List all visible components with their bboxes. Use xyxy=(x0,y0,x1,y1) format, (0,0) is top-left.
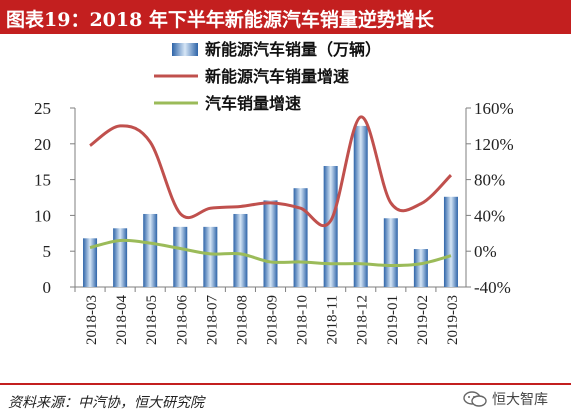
y-left-tick-label: 25 xyxy=(34,99,51,118)
title-bar: 图表19：2018 年下半年新能源汽车销量逆势增长 xyxy=(0,0,571,34)
wechat-icon xyxy=(463,391,487,407)
x-tick-label: 2018-11 xyxy=(325,295,341,344)
x-tick-label: 2019-01 xyxy=(385,295,401,345)
bar xyxy=(233,213,248,287)
legend-swatch-bar xyxy=(172,43,198,56)
watermark-text: 恒大智库 xyxy=(492,392,548,408)
bar xyxy=(83,238,98,287)
x-tick-label: 2019-03 xyxy=(445,295,461,345)
legend-label: 新能源汽车销量增速 xyxy=(205,67,349,86)
bar xyxy=(323,165,338,287)
y-right-tick-label: 40% xyxy=(474,206,505,225)
legend-label: 新能源汽车销量（万辆） xyxy=(205,40,381,59)
y-left-tick-label: 15 xyxy=(34,171,51,190)
legend-label: 汽车销量增速 xyxy=(205,94,301,113)
y-right-tick-label: 160% xyxy=(474,99,514,118)
y-right-tick-label: 80% xyxy=(474,171,505,190)
tick-labels: 0 5 10 15 20 25 -40% 0% 40% 80% 120% 160% 2018-03 201… xyxy=(34,99,514,345)
auto-growth-line xyxy=(89,238,452,268)
bar xyxy=(293,188,308,287)
watermark: 恒大智库 xyxy=(462,386,566,412)
x-tick-label: 2018-09 xyxy=(265,295,281,345)
x-tick-label: 2019-02 xyxy=(415,295,431,345)
bar xyxy=(263,200,278,287)
x-tick-label: 2018-07 xyxy=(204,295,220,345)
bar xyxy=(413,249,428,287)
y-left-tick-label: 0 xyxy=(43,278,52,297)
x-tick-label: 2018-12 xyxy=(355,295,371,345)
lines xyxy=(89,115,453,268)
x-tick-label: 2018-03 xyxy=(84,295,100,345)
y-left-tick-label: 10 xyxy=(34,206,51,225)
bar xyxy=(443,196,458,287)
x-tick-label: 2018-06 xyxy=(174,295,190,345)
bar xyxy=(113,228,128,287)
bar xyxy=(383,218,398,287)
bar xyxy=(203,226,218,287)
nev-growth-line xyxy=(89,115,453,228)
footer-divider xyxy=(0,383,571,385)
x-tick-label: 2018-10 xyxy=(295,295,311,345)
y-right-tick-label: 120% xyxy=(474,135,514,154)
y-left-tick-label: 20 xyxy=(34,135,51,154)
bar xyxy=(143,213,158,287)
bar xyxy=(173,226,188,287)
source-note: 资料来源：中汽协，恒大研究院 xyxy=(8,395,204,411)
chart-title: 图表19：2018 年下半年新能源汽车销量逆势增长 xyxy=(6,9,434,31)
y-right-tick-label: 0% xyxy=(474,242,497,261)
y-left-tick-label: 5 xyxy=(43,242,52,261)
bars xyxy=(83,125,458,288)
bar xyxy=(353,125,368,288)
x-tick-label: 2018-05 xyxy=(144,295,160,345)
y-right-tick-label: -40% xyxy=(474,278,511,297)
x-tick-label: 2018-04 xyxy=(114,295,130,345)
x-tick-label: 2018-08 xyxy=(234,295,250,345)
